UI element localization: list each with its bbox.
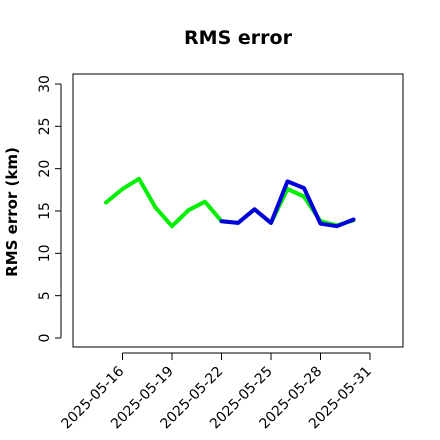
plot-area-frame [72, 73, 404, 348]
y-tick-label: 20 [37, 160, 53, 178]
y-axis: 0 5 10 15 20 25 30 [37, 75, 62, 343]
x-axis: 2025-05-162025-05-192025-05-222025-05-25… [58, 352, 375, 432]
y-tick-label: 5 [37, 291, 53, 300]
series-layer [104, 176, 356, 229]
y-tick-label: 30 [37, 75, 53, 93]
chart-title: RMS error [184, 27, 293, 49]
y-tick-label: 10 [37, 244, 53, 262]
y-axis-label: RMS error (km) [3, 147, 21, 277]
series-line-2 [219, 179, 356, 229]
y-tick-label: 25 [37, 117, 53, 135]
y-tick-label: 0 [37, 334, 53, 343]
y-tick-label: 15 [37, 202, 53, 220]
